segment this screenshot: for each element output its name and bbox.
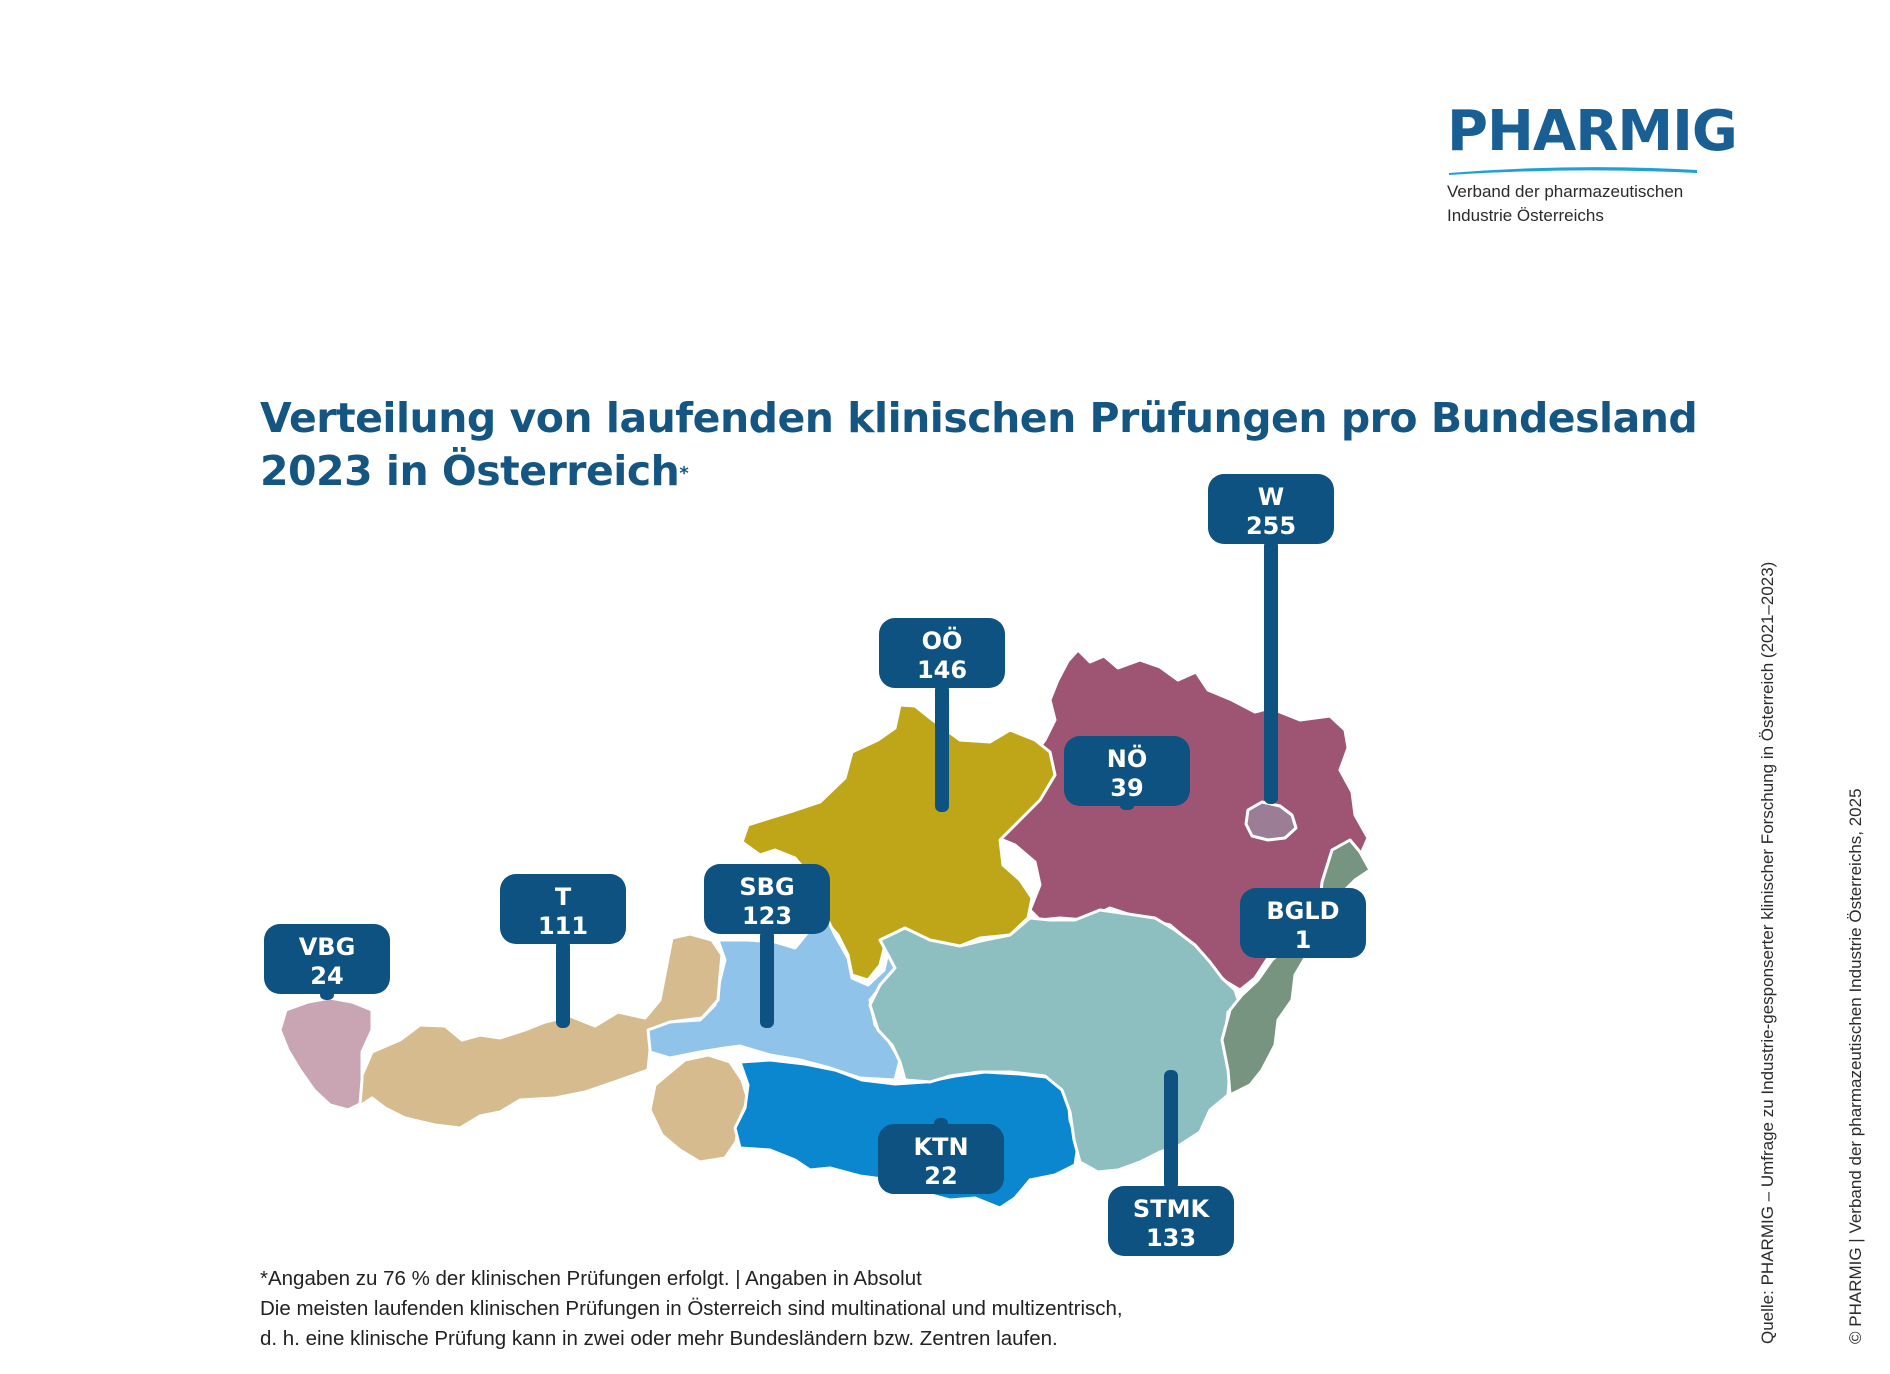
footnote-line3: d. h. eine klinische Prüfung kann in zwe… (260, 1327, 1058, 1350)
label-value: 146 (917, 656, 967, 684)
label-box (1064, 736, 1190, 806)
label-key: T (555, 883, 572, 911)
footnote: *Angaben zu 76 % der klinischen Prüfunge… (260, 1264, 1123, 1354)
label-key: OÖ (922, 625, 963, 655)
label-box (879, 618, 1005, 688)
region-stmk (868, 908, 1242, 1174)
label-key: KTN (913, 1133, 968, 1161)
footnote-line1: *Angaben zu 76 % der klinischen Prüfunge… (260, 1267, 922, 1290)
label-value: 39 (1110, 774, 1143, 802)
label-box (1208, 474, 1334, 544)
logo-subtitle-line2: Industrie Österreichs (1447, 206, 1604, 225)
label-key: W (1258, 483, 1284, 511)
label-value: 123 (742, 902, 792, 930)
label-key: STMK (1133, 1195, 1211, 1223)
title-footnote-marker: * (679, 463, 689, 484)
label-key: NÖ (1107, 743, 1148, 773)
region-vbg (278, 996, 374, 1112)
label-value: 24 (310, 962, 343, 990)
logo-wordmark: PHARMIG (1447, 99, 1738, 164)
title-line2: 2023 in Österreich (260, 447, 680, 495)
copyright-text: © PHARMIG | Verband der pharmazeutischen… (1846, 788, 1865, 1344)
label-key: SBG (739, 873, 794, 901)
source-text: Quelle: PHARMIG – Umfrage zu Industrie-g… (1758, 561, 1777, 1344)
footnote-line2: Die meisten laufenden klinischen Prüfung… (260, 1297, 1123, 1320)
pharmig-logo: PHARMIG Verband der pharmazeutischen Ind… (1447, 99, 1738, 228)
label-stem (935, 684, 949, 812)
label-key: BGLD (1266, 897, 1339, 925)
logo-subtitle-line1: Verband der pharmazeutischen (1447, 182, 1684, 201)
label-box (878, 1124, 1004, 1194)
label-value: 1 (1295, 926, 1312, 954)
label-value: 255 (1246, 512, 1296, 540)
label-value: 133 (1146, 1224, 1196, 1252)
label-box (264, 924, 390, 994)
label-box (1240, 888, 1366, 958)
title-line1: Verteilung von laufenden klinischen Prüf… (260, 394, 1698, 442)
label-stem (1264, 540, 1278, 804)
logo-swoosh-icon (1449, 167, 1697, 175)
label-value: 22 (924, 1162, 957, 1190)
label-key: VBG (299, 933, 356, 961)
label-box (704, 864, 830, 934)
region-osttirol (648, 1053, 750, 1164)
label-stem (760, 930, 774, 1028)
label-value: 111 (538, 912, 588, 940)
label-box (500, 874, 626, 944)
label-stem (1164, 1070, 1178, 1190)
region-tirol (358, 932, 724, 1130)
label-box (1108, 1186, 1234, 1256)
label-stem (556, 940, 570, 1028)
map-title: Verteilung von laufenden klinischen Prüf… (260, 392, 1698, 498)
